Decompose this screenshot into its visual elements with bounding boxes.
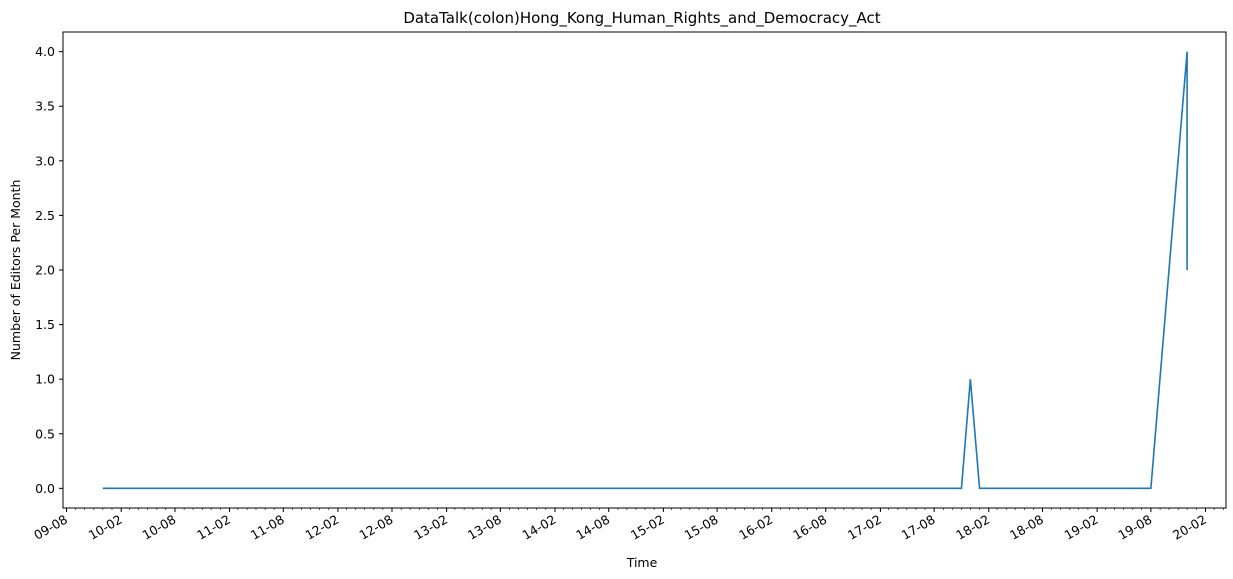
y-tick-label: 4.0 [35, 44, 55, 59]
x-tick-label: 11-02 [194, 512, 233, 543]
y-axis-label: Number of Editors Per Month [8, 180, 23, 361]
x-tick-label: 16-08 [790, 512, 829, 543]
x-tick-label: 19-02 [1062, 512, 1101, 543]
x-tick-label: 19-08 [1115, 512, 1154, 543]
y-tick-label: 0.5 [35, 426, 55, 441]
x-tick-label: 20-02 [1170, 512, 1209, 543]
plot-frame [62, 31, 1227, 509]
plot-border [62, 31, 1227, 509]
x-tick-label: 16-02 [736, 512, 775, 543]
chart-title: DataTalk(colon)Hong_Kong_Human_Rights_an… [403, 9, 880, 28]
x-tick-label: 12-02 [302, 512, 341, 543]
x-tick-label: 15-08 [682, 512, 721, 543]
y-tick-label: 2.5 [35, 208, 55, 223]
x-tick-label: 18-08 [1007, 512, 1046, 543]
x-tick-label: 17-02 [845, 512, 884, 543]
x-tick-label: 10-02 [86, 512, 125, 543]
y-tick-label: 3.5 [35, 99, 55, 114]
y-tick-label: 1.5 [35, 317, 55, 332]
x-tick-label: 13-08 [465, 512, 504, 543]
x-tick-label: 14-02 [520, 512, 559, 543]
y-tick-label: 1.0 [35, 372, 55, 387]
series-layer [102, 51, 1188, 490]
y-tick-label: 2.0 [35, 263, 55, 278]
x-tick-label: 12-08 [357, 512, 396, 543]
y-tick-label: 3.0 [35, 153, 55, 168]
x-axis-label: Time [626, 555, 658, 570]
y-tick-label: 0.0 [35, 481, 55, 496]
x-tick-label: 14-08 [573, 512, 612, 543]
x-tick-label: 10-08 [139, 512, 178, 543]
x-tick-label: 13-02 [411, 512, 450, 543]
y-axis: 0.0 0.5 1.0 1.5 2.0 2.5 3.0 3.5 4.0 [35, 44, 63, 496]
x-tick-label: 11-08 [248, 512, 287, 543]
series-line [102, 51, 1188, 490]
x-tick-label: 09-08 [31, 512, 70, 543]
x-tick-label: 15-02 [628, 512, 667, 543]
x-tick-label: 18-02 [953, 512, 992, 543]
x-axis: 09-08 10-02 10-08 11-02 11-08 12-02 12-08 13-02… [31, 508, 1224, 543]
x-tick-label: 17-08 [899, 512, 938, 543]
